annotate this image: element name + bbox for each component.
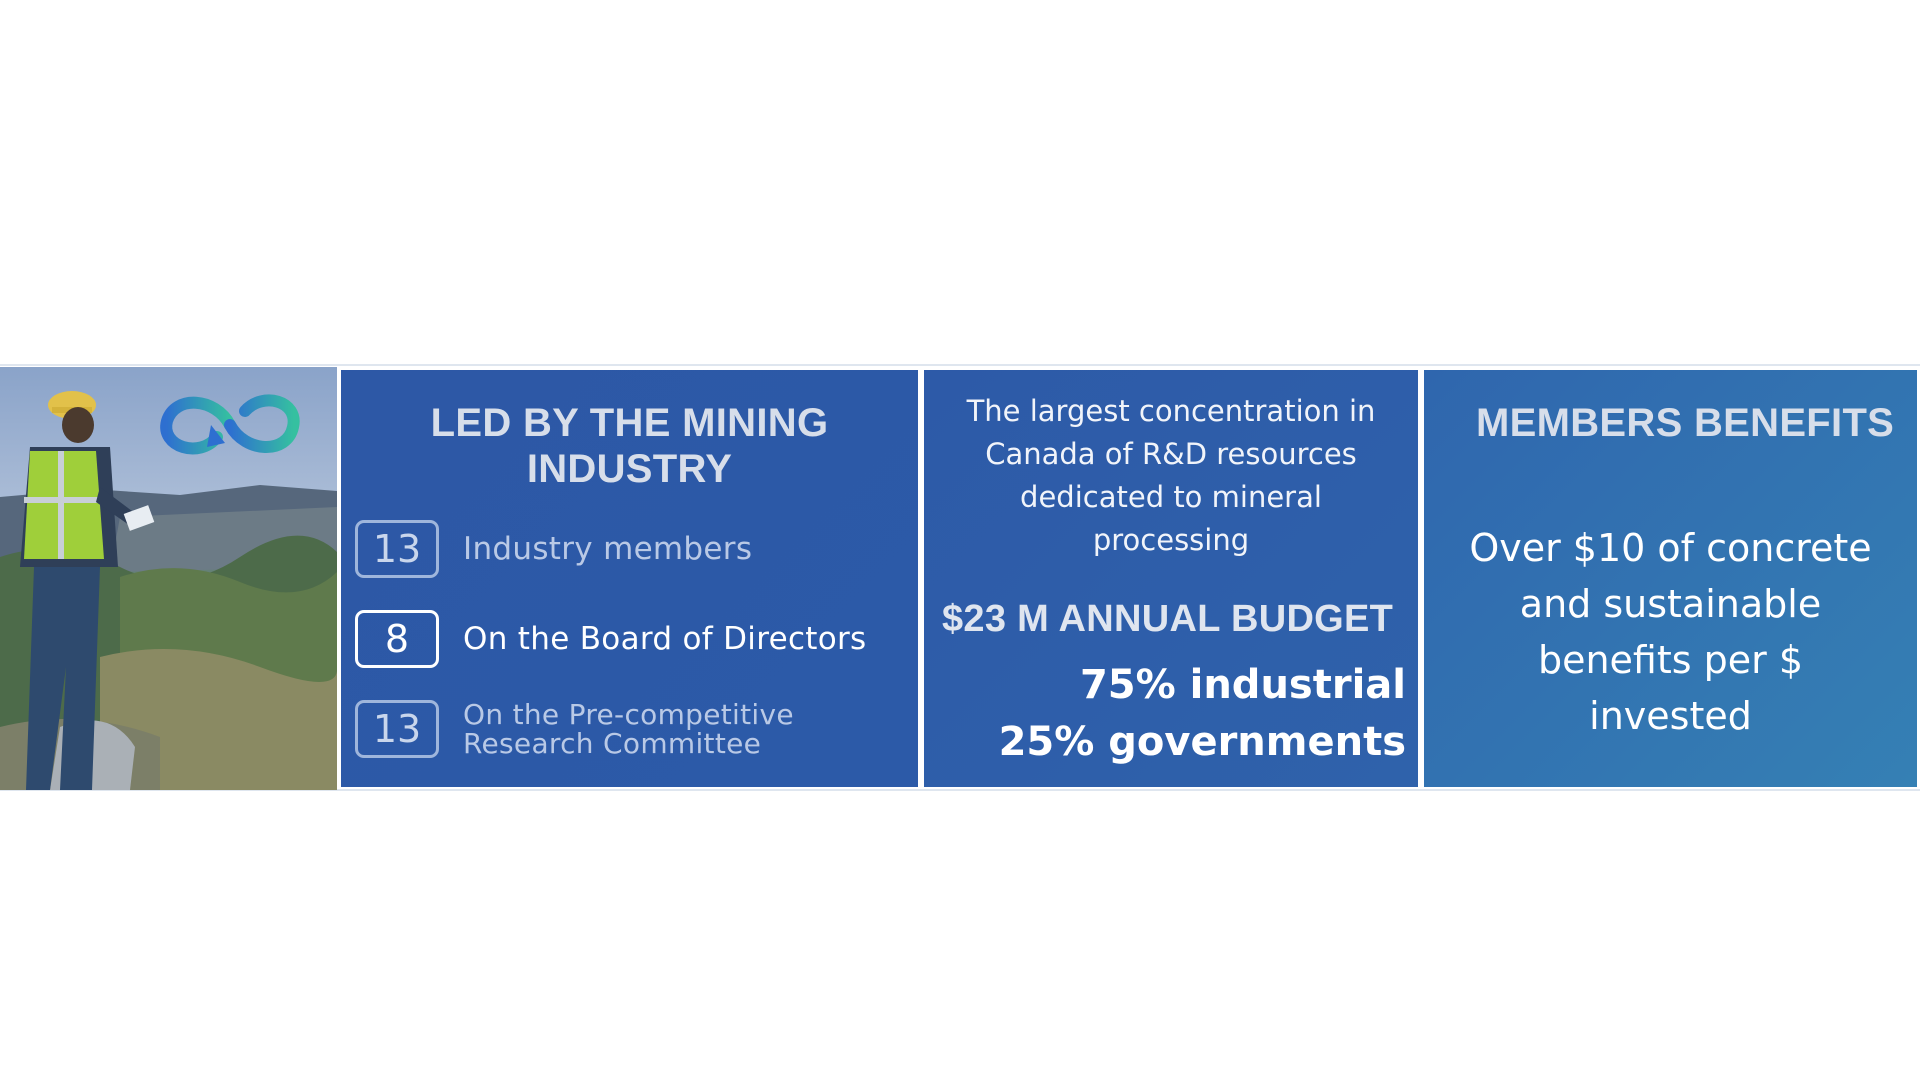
- stat-board-directors: 8 On the Board of Directors: [355, 610, 867, 668]
- stat-label-line: Research Committee: [463, 727, 762, 760]
- description-line: dedicated to mineral: [1020, 480, 1322, 514]
- worker-photo: [0, 367, 337, 790]
- stat-label: On the Pre-competitive Research Committe…: [463, 700, 794, 758]
- info-banner: LED BY THE MINING INDUSTRY 13 Industry m…: [0, 364, 1920, 791]
- benefit-line: and sustainable: [1519, 582, 1822, 626]
- worker-photo-illustration: [0, 367, 337, 790]
- members-benefits-heading: MEMBERS BENEFITS: [1476, 401, 1895, 445]
- mining-industry-heading: LED BY THE MINING INDUSTRY: [341, 400, 918, 492]
- mining-industry-card: LED BY THE MINING INDUSTRY 13 Industry m…: [341, 370, 918, 787]
- benefit-line: Over $10 of concrete: [1469, 526, 1872, 570]
- split-governments: 25% governments: [998, 719, 1406, 765]
- benefit-line: invested: [1589, 694, 1752, 738]
- benefit-text: Over $10 of concrete and sustainable ben…: [1424, 520, 1917, 744]
- heading-line: LED BY THE MINING: [430, 401, 829, 445]
- stat-label: On the Board of Directors: [463, 621, 867, 657]
- stat-number: 13: [355, 520, 439, 578]
- heading-line: INDUSTRY: [526, 447, 733, 491]
- members-benefits-card: MEMBERS BENEFITS Over $10 of concrete an…: [1424, 370, 1917, 787]
- stat-research-committee: 13 On the Pre-competitive Research Commi…: [355, 700, 794, 758]
- description-line: processing: [1092, 523, 1250, 557]
- stat-number: 13: [355, 700, 439, 758]
- stat-label-line: On the Pre-competitive: [463, 698, 794, 731]
- infinity-loop-logo-icon: [160, 394, 300, 455]
- split-industrial: 75% industrial: [1079, 662, 1406, 708]
- annual-budget: $23 M ANNUAL BUDGET: [942, 598, 1394, 640]
- description-line: The largest concentration in: [966, 394, 1376, 428]
- stat-number: 8: [355, 610, 439, 668]
- stat-industry-members: 13 Industry members: [355, 520, 752, 578]
- rd-description: The largest concentration in Canada of R…: [934, 390, 1408, 562]
- description-line: Canada of R&D resources: [985, 437, 1357, 471]
- budget-card: The largest concentration in Canada of R…: [924, 370, 1418, 787]
- stat-label: Industry members: [463, 531, 753, 567]
- benefit-line: benefits per $: [1537, 638, 1804, 682]
